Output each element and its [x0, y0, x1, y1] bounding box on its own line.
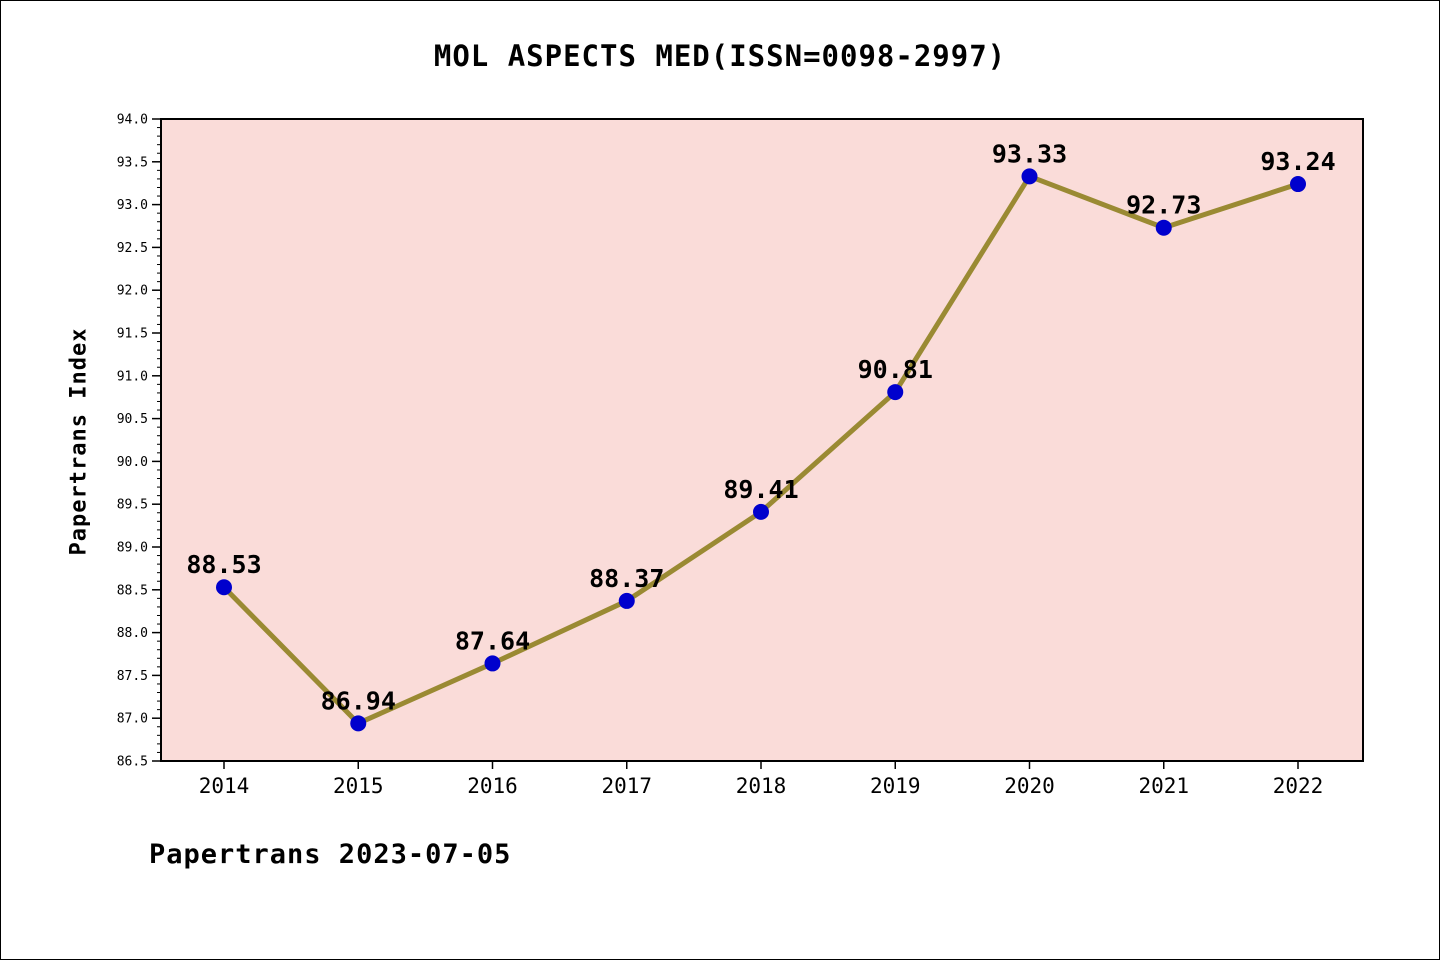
y-tick-label: 90.0 — [117, 455, 148, 470]
data-point — [1021, 168, 1038, 185]
x-tick-label: 2022 — [1273, 774, 1324, 798]
y-tick-label: 93.5 — [117, 155, 148, 170]
x-tick-label: 2019 — [870, 774, 921, 798]
data-point — [484, 655, 501, 672]
y-tick-label: 89.5 — [117, 498, 148, 513]
data-point — [1155, 219, 1172, 236]
line-chart-plot: 86.5 87.0 87.5 88.0 88.5 89.0 89.5 90.0 90.5 91.0… — [117, 113, 1364, 798]
x-tick-label: 2014 — [199, 774, 250, 798]
data-point-label: 93.24 — [1260, 147, 1335, 176]
x-tick-label: 2017 — [601, 774, 652, 798]
y-tick-label: 92.0 — [117, 284, 148, 299]
y-tick-label: 86.5 — [117, 755, 148, 770]
y-tick-label: 88.5 — [117, 583, 148, 598]
y-tick-label: 92.5 — [117, 241, 148, 256]
y-tick-label: 88.0 — [117, 626, 148, 641]
data-point-label: 88.53 — [186, 550, 261, 579]
x-tick-label: 2015 — [333, 774, 384, 798]
data-point-label: 88.37 — [589, 564, 664, 593]
y-tick-label: 91.5 — [117, 327, 148, 342]
data-point — [1290, 176, 1306, 193]
y-tick-label: 89.0 — [117, 541, 148, 556]
y-tick-label: 91.0 — [117, 369, 148, 384]
data-point — [618, 592, 635, 609]
data-point — [887, 384, 904, 401]
data-point — [216, 579, 232, 596]
chart-title: MOL ASPECTS MED(ISSN=0098-2997) — [433, 39, 1007, 73]
data-point-label: 90.81 — [858, 355, 933, 384]
data-point-label: 87.64 — [455, 626, 530, 655]
y-tick-label: 93.0 — [117, 198, 148, 213]
data-point-label: 89.41 — [723, 475, 798, 504]
x-tick-label: 2016 — [467, 774, 518, 798]
x-tick-label: 2020 — [1004, 774, 1055, 798]
x-tick-label: 2018 — [736, 774, 787, 798]
footer-watermark: Papertrans 2023-07-05 — [149, 839, 512, 870]
y-tick-label: 94.0 — [117, 113, 148, 128]
y-tick-label: 87.5 — [117, 669, 148, 684]
x-tick-label: 2021 — [1138, 774, 1189, 798]
y-tick-label: 87.0 — [117, 712, 148, 727]
data-point — [753, 503, 769, 520]
data-point-label: 92.73 — [1126, 191, 1201, 220]
data-point-label: 93.33 — [992, 139, 1067, 168]
data-point-label: 86.94 — [321, 686, 396, 715]
data-point — [350, 715, 367, 732]
y-tick-label: 90.5 — [117, 412, 148, 427]
